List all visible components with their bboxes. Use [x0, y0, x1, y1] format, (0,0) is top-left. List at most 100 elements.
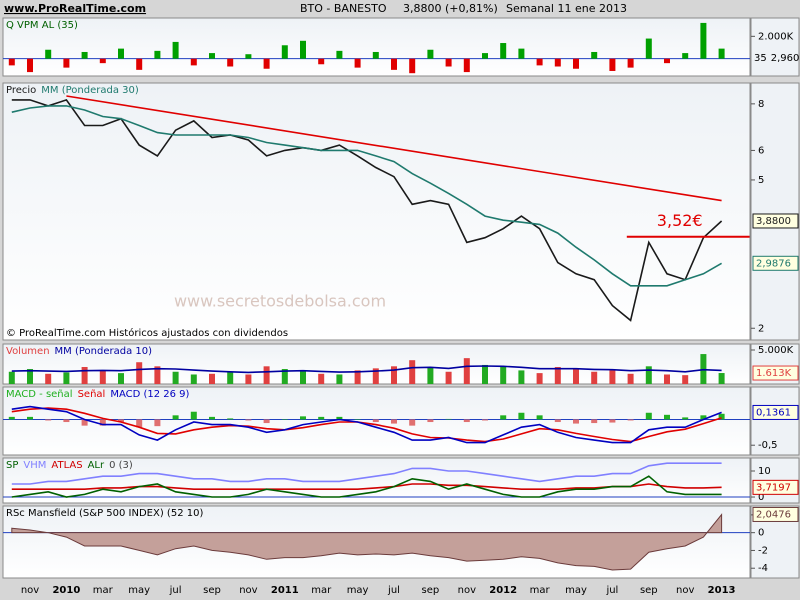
badge: 35 — [754, 53, 767, 64]
x-tick-label: nov — [21, 585, 39, 596]
value-label: 3,7197 — [756, 482, 791, 493]
bar — [136, 58, 143, 70]
line — [11, 405, 722, 444]
bar — [336, 50, 343, 59]
bar — [391, 366, 397, 384]
y-tick-label: 5 — [758, 175, 764, 186]
value-label-box — [752, 255, 799, 271]
symbol: BTO - BANESTO — [300, 2, 387, 15]
bar — [463, 58, 470, 73]
bar — [409, 419, 416, 426]
bar — [190, 374, 197, 384]
plot-area — [3, 513, 750, 571]
bar — [209, 53, 215, 59]
bar — [281, 369, 288, 384]
legend-entry: MM (Ponderada 30) — [41, 85, 139, 96]
value-label: 2,9876 — [756, 258, 791, 269]
panel: -0,5 0,1361 MACD - señal Señal MACD (12 26 9… — [2, 386, 800, 456]
line — [11, 475, 722, 498]
bar — [336, 374, 343, 384]
bar — [354, 370, 361, 384]
line — [66, 95, 722, 202]
legend-entry: RSc Mansfield (S&P 500 INDEX) (52 10) — [6, 508, 203, 519]
bar — [300, 371, 306, 384]
plot-area: www.secretosdebolsa.com — [11, 95, 750, 322]
y-tick-label: 8 — [758, 99, 764, 110]
bar — [136, 362, 143, 384]
x-tick-label: mar — [93, 585, 114, 596]
x-tick-label: nov — [676, 585, 694, 596]
bar — [154, 366, 161, 384]
bar — [136, 419, 143, 428]
bar — [500, 43, 507, 59]
legend-entry: 0 (3) — [109, 460, 133, 471]
bar — [682, 417, 689, 420]
bar — [409, 58, 416, 74]
y-tick-label: 6 — [758, 145, 764, 156]
bar — [318, 416, 325, 420]
bar — [372, 368, 379, 384]
bar — [591, 51, 598, 59]
plot-area — [3, 22, 750, 74]
legend-entry: Señal — [78, 389, 106, 400]
x-tick-label: may — [128, 585, 150, 596]
axis-strip — [750, 386, 800, 456]
bar — [245, 54, 252, 59]
legend-entry: Precio — [6, 85, 36, 96]
bar — [482, 53, 488, 59]
bar — [27, 369, 33, 384]
panel: 0 10 3,7197 SP VHM ATLAS ALr 0 (3) — [2, 457, 800, 504]
bar — [99, 370, 106, 384]
legend-entry: MACD (12 26 9) — [110, 389, 189, 400]
bar — [718, 373, 725, 384]
bar — [645, 412, 652, 420]
bar — [263, 419, 270, 424]
bar — [118, 48, 124, 59]
legend-entry: SP — [6, 460, 18, 471]
x-tick-label: 2012 — [489, 585, 517, 596]
bar — [99, 419, 106, 426]
panel-background — [2, 457, 751, 504]
bar — [518, 48, 525, 59]
x-tick-label: may — [347, 585, 369, 596]
x-tick-label: nov — [458, 585, 476, 596]
bar — [63, 419, 70, 423]
bar — [627, 419, 634, 421]
period: Semanal 11 ene 2013 — [506, 2, 627, 15]
panel-background — [2, 17, 751, 77]
x-tick-label: 2010 — [52, 585, 80, 596]
bar — [118, 419, 124, 423]
plot-area — [3, 405, 750, 444]
bar — [27, 416, 33, 420]
bar — [427, 367, 434, 384]
value-label-box — [752, 365, 799, 381]
note: © ProRealTime.com Históricos ajustados c… — [6, 327, 288, 339]
bar — [627, 373, 634, 384]
bar — [664, 374, 670, 384]
bar — [227, 372, 234, 384]
value-label-box — [752, 506, 799, 522]
bar — [700, 415, 707, 420]
bar — [245, 374, 252, 384]
bar — [281, 45, 288, 59]
bar — [27, 58, 33, 73]
quote: 3,8800 (+0,81%) — [403, 2, 498, 15]
y-tick-label: -4 — [758, 563, 768, 574]
legend-entry: VHM — [23, 460, 46, 471]
line — [11, 98, 723, 322]
bar — [682, 53, 689, 59]
value-label: 3,8800 — [756, 216, 791, 227]
x-tick-label: mar — [530, 585, 551, 596]
x-tick-label: may — [565, 585, 587, 596]
bar — [45, 49, 52, 59]
bar — [427, 419, 434, 423]
bar — [63, 372, 70, 384]
bar — [391, 419, 397, 424]
bar — [427, 49, 434, 59]
bar — [518, 412, 525, 420]
y-tick-label: 5.000K — [758, 345, 794, 356]
bar — [81, 51, 88, 59]
bar — [372, 51, 379, 59]
bar — [227, 418, 234, 420]
